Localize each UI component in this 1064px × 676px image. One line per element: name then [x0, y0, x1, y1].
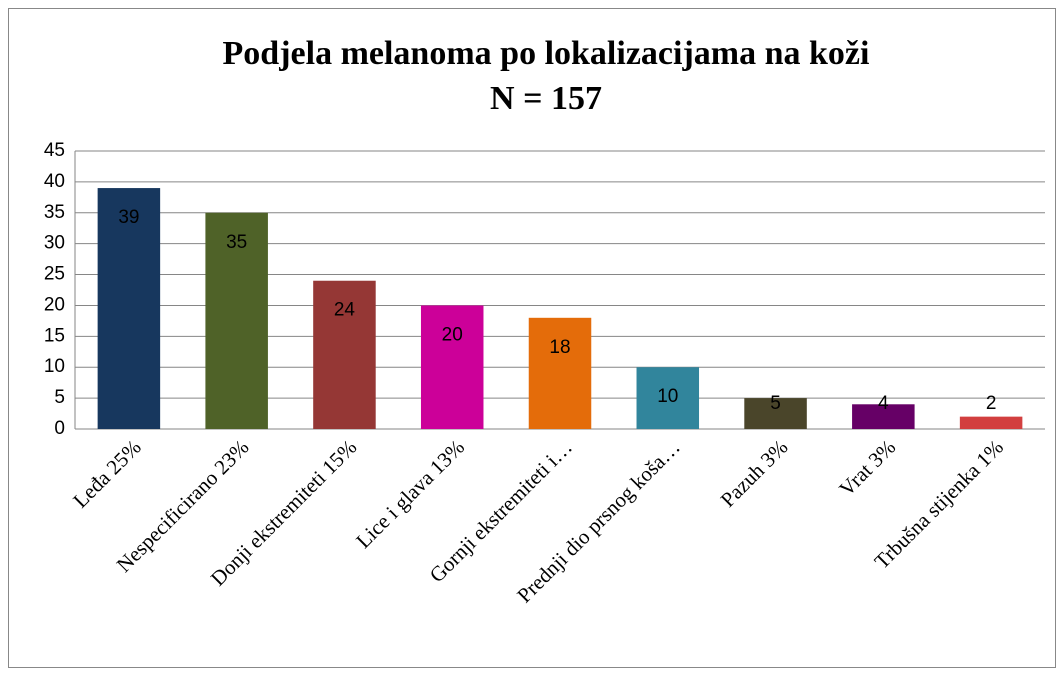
bar: [636, 367, 700, 429]
y-tick-label: 15: [44, 325, 65, 346]
data-label: 10: [657, 386, 678, 407]
chart-subtitle: N = 157: [490, 80, 602, 117]
data-label: 24: [334, 300, 356, 321]
data-label: 18: [549, 337, 570, 358]
bar: [959, 416, 1023, 429]
bar: [205, 212, 268, 429]
y-tick-label: 35: [44, 202, 65, 223]
data-label: 35: [226, 232, 247, 253]
y-tick-label: 0: [54, 418, 65, 439]
y-tick-label: 40: [44, 171, 65, 192]
data-label: 5: [770, 393, 781, 414]
y-tick-label: 10: [44, 356, 65, 377]
y-tick-label: 20: [44, 294, 65, 315]
chart-title: Podjela melanoma po lokalizacijama na ko…: [223, 35, 870, 72]
bar: [420, 305, 484, 429]
y-tick-label: 5: [54, 387, 65, 408]
data-label: 2: [986, 393, 997, 414]
data-label: 4: [878, 393, 889, 414]
bar: [744, 398, 807, 429]
y-tick-label: 30: [44, 233, 65, 254]
data-label: 20: [442, 324, 463, 345]
bar: [97, 188, 161, 429]
bar: [313, 280, 376, 429]
y-tick-label: 25: [44, 264, 65, 285]
y-tick-label: 45: [44, 140, 65, 161]
data-label: 39: [118, 207, 139, 228]
bar: [852, 404, 915, 429]
bar: [528, 317, 592, 429]
